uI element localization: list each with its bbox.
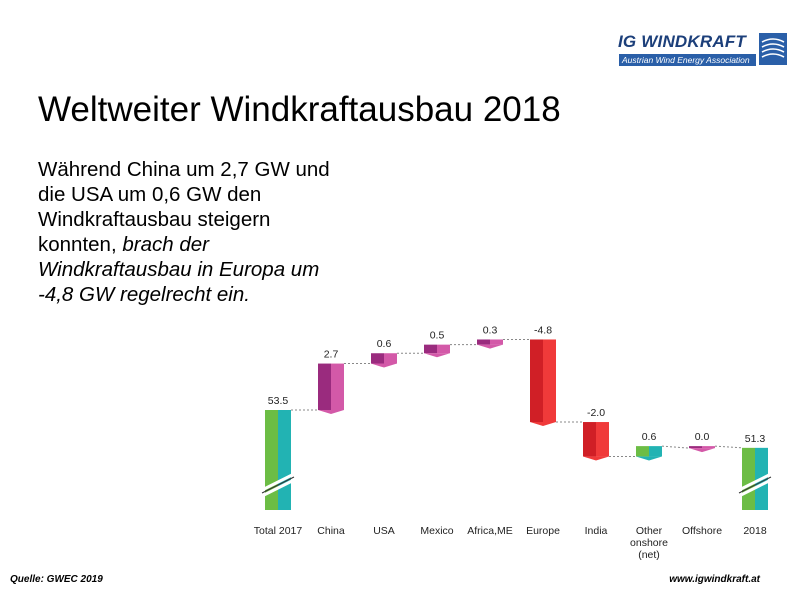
- bar-9-right: [702, 446, 715, 449]
- axis-break-mark: [261, 476, 295, 494]
- logo-tagline: Austrian Wind Energy Association: [619, 54, 756, 66]
- bar-3-tip: [371, 363, 397, 368]
- data-label-3: 0.6: [377, 338, 392, 350]
- axis-break-mark: [261, 472, 295, 492]
- category-label-8: (net): [638, 549, 660, 561]
- bar-10-left: [742, 447, 755, 510]
- connector-line: [714, 445, 743, 449]
- data-label-7: -2.0: [587, 407, 605, 419]
- source-note: Quelle: GWEC 2019: [10, 574, 103, 585]
- category-label-10: 2018: [743, 525, 767, 537]
- bar-7-right: [596, 422, 609, 457]
- data-label-10: 51.3: [745, 433, 766, 445]
- data-label-5: 0.3: [483, 324, 498, 336]
- bar-7-tip: [583, 456, 609, 461]
- bar-4-tip: [424, 353, 450, 358]
- lead-text-italic: brach der Windkraftausbau in Europa um -…: [38, 233, 320, 306]
- bar-6-tip: [530, 422, 556, 427]
- bar-4-left: [424, 344, 437, 354]
- wind-turbine-icon: [759, 33, 787, 65]
- category-label-8: Other: [636, 525, 663, 537]
- category-label-7: India: [585, 525, 608, 537]
- axis-break-mark: [738, 476, 772, 494]
- bar-2-right: [331, 363, 344, 410]
- category-label-5: Africa,ME: [467, 525, 513, 537]
- category-label-3: USA: [373, 525, 395, 537]
- axis-break-mark: [738, 478, 772, 498]
- lead-text: Während China um 2,7 GW und die USA um 0…: [38, 157, 338, 307]
- category-label-8: onshore: [630, 537, 668, 549]
- bar-8-tip: [636, 456, 662, 461]
- lead-text-regular: Während China um 2,7 GW und die USA um 0…: [38, 158, 330, 256]
- bar-6-right: [543, 339, 556, 423]
- bar-2-left: [318, 363, 331, 410]
- data-label-6: -4.8: [534, 324, 552, 336]
- bar-3-right: [384, 353, 397, 364]
- axis-break-mark: [261, 478, 295, 498]
- bar-2-tip: [318, 410, 344, 414]
- data-label-9: 0.0: [695, 431, 710, 443]
- category-label-2: China: [317, 525, 345, 537]
- bar-3-left: [371, 353, 384, 364]
- category-label-4: Mexico: [420, 525, 453, 537]
- bar-5-right: [490, 339, 503, 345]
- website-link[interactable]: www.igwindkraft.at: [669, 574, 760, 585]
- bar-5-left: [477, 339, 490, 345]
- bar-7-left: [583, 422, 596, 457]
- ig-windkraft-logo: IG WINDKRAFT Austrian Wind Energy Associ…: [618, 32, 788, 68]
- bar-9-left: [689, 446, 702, 449]
- bar-8-right: [649, 446, 662, 457]
- connector-line: [661, 445, 690, 449]
- bar-6-left: [530, 339, 543, 423]
- category-label-6: Europe: [526, 525, 560, 537]
- category-label-9: Offshore: [682, 525, 722, 537]
- bar-9-tip: [689, 448, 715, 453]
- data-label-4: 0.5: [430, 330, 445, 342]
- page-title: Weltweiter Windkraftausbau 2018: [38, 90, 561, 129]
- data-label-8: 0.6: [642, 431, 657, 443]
- category-label-1: Total 2017: [254, 525, 303, 537]
- axis-break-mark: [738, 472, 772, 492]
- bar-1-right: [278, 410, 291, 510]
- bar-8-left: [636, 446, 649, 457]
- data-label-2: 2.7: [324, 349, 339, 361]
- bar-5-tip: [477, 344, 503, 349]
- data-label-1: 53.5: [268, 395, 289, 407]
- logo-name: IG WINDKRAFT: [618, 32, 746, 51]
- bar-4-right: [437, 344, 450, 354]
